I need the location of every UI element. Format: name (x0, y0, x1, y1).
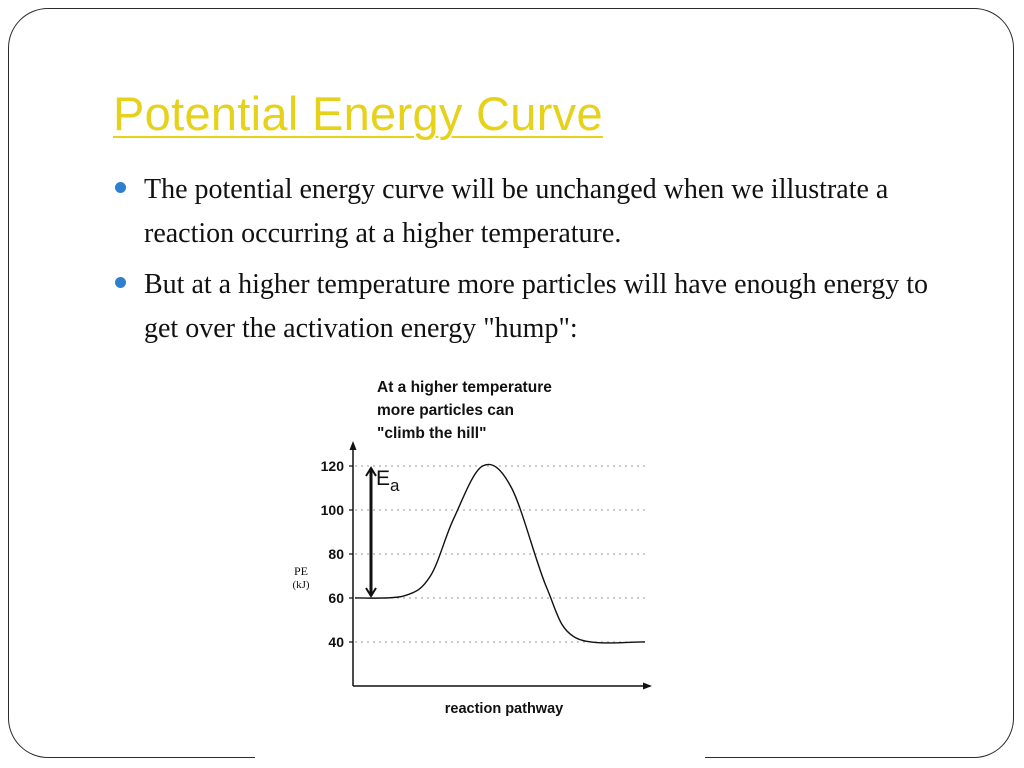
annotation-line-1: At a higher temperature (377, 379, 552, 396)
bullet-list: The potential energy curve will be uncha… (113, 168, 963, 358)
annotation-line-2: more particles can (377, 402, 514, 419)
y-tick-label: 100 (321, 502, 345, 518)
ea-arrowhead-top-icon (365, 466, 377, 477)
x-axis-label: reaction pathway (445, 701, 563, 717)
y-axis-arrow-icon (349, 441, 357, 450)
slide-title: Potential Energy Curve (113, 87, 603, 140)
bullet-text: But at a higher temperature more particl… (144, 269, 928, 344)
y-tick-label: 60 (328, 590, 344, 606)
ea-label-subscript: a (390, 476, 400, 495)
annotation-line-3: "climb the hill" (377, 425, 486, 442)
ea-label-main: E (376, 467, 390, 490)
energy-curve (354, 463, 646, 644)
ea-arrowhead-bottom-icon (365, 587, 377, 598)
y-axis-label-line-1: PE (294, 564, 308, 578)
y-tick-label: 40 (328, 634, 344, 650)
y-tick-label: 120 (321, 458, 345, 474)
bullet-item: The potential energy curve will be uncha… (113, 168, 963, 256)
x-axis-arrow-icon (643, 682, 652, 690)
pe-chart-svg: At a higher temperature more particles c… (292, 379, 652, 717)
potential-energy-diagram: At a higher temperature more particles c… (255, 368, 705, 758)
bullet-text: The potential energy curve will be uncha… (144, 174, 889, 249)
y-axis-label-line-2: (kJ) (292, 579, 309, 591)
bullet-item: But at a higher temperature more particl… (113, 263, 963, 351)
bullet-icon (115, 182, 126, 193)
bullet-icon (115, 277, 126, 288)
ea-label: Ea (376, 467, 400, 495)
y-tick-label: 80 (328, 546, 344, 562)
y-tick-labels: 40 60 80 100 120 (321, 458, 353, 650)
